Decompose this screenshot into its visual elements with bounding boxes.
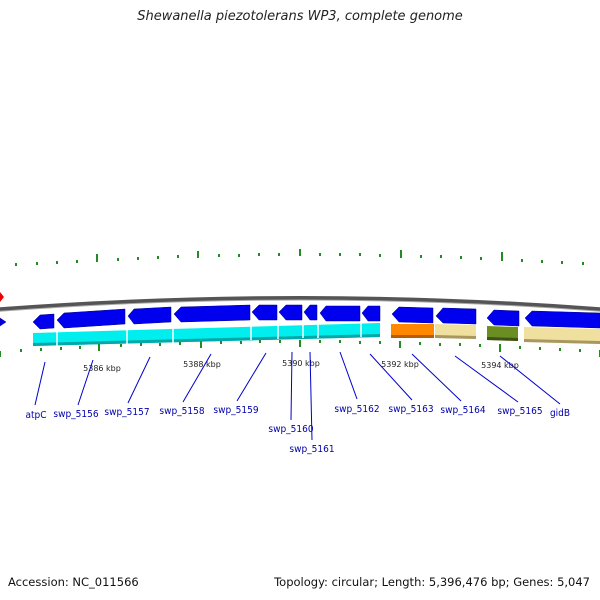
gene-arrow [173,304,251,323]
gene-arrow [0,317,7,327]
gene-label-gidB: gidB [550,408,570,419]
gene-arrow [524,310,600,329]
gene-track-upper [0,304,600,330]
scale-label: 5392 kbp [381,360,419,369]
gene-arrow [127,306,172,325]
rna-feature [391,324,434,338]
outer-ticks [15,249,584,266]
genome-stats: Topology: circular; Length: 5,396,476 bp… [274,575,590,589]
inner-ticks [0,340,600,357]
gene-label-atpC: atpC [25,410,46,421]
scale-label: 5390 kbp [282,359,320,368]
gene-arrow [251,304,278,321]
gene-label-swp-5156: swp_5156 [53,409,98,420]
map-title: Shewanella piezotolerans WP3, complete g… [137,9,463,24]
label-leaders [34,351,561,441]
gene-label-swp-5158: swp_5158 [159,406,204,417]
gene-arrow [56,308,126,329]
gene-label-swp-5159: swp_5159 [213,405,258,416]
cds-track-lower [33,323,600,346]
gene-arrow [361,305,381,322]
scale-label: 5394 kbp [481,361,519,370]
gene-label-swp-5165: swp_5165 [497,406,542,417]
gene-label-swp-5163: swp_5163 [388,404,433,415]
gene-arrow [435,307,477,325]
gene-label-swp-5160: swp_5160 [268,424,313,435]
gene-arrow [391,306,434,324]
origin-marker [0,292,4,302]
gene-label-swp-5162: swp_5162 [334,404,379,415]
scale-labels: 5386 kbp 5388 kbp 5390 kbp 5392 kbp 5394… [83,359,519,373]
gene-label-swp-5157: swp_5157 [104,407,149,418]
gene-arrow [303,304,318,321]
scale-label: 5388 kbp [183,360,221,369]
scale-label: 5386 kbp [83,364,121,373]
accession-label: Accession: NC_011566 [8,575,139,589]
gene-arrow [278,304,303,321]
gene-label-swp-5161: swp_5161 [289,444,334,455]
genome-backbone [0,296,600,312]
gene-label-swp-5164: swp_5164 [440,405,485,416]
gene-labels: atpC swp_5156 swp_5157 swp_5158 swp_5159… [25,404,570,455]
gene-arrow [32,313,55,330]
gene-arrow [319,305,361,322]
gene-arrow [486,309,520,327]
